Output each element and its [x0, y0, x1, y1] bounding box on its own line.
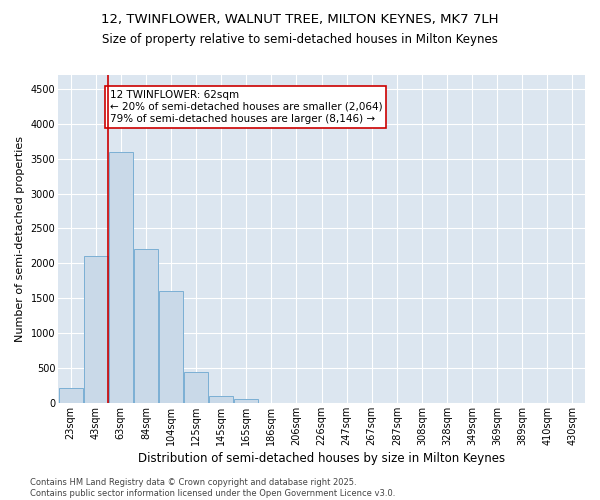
- Y-axis label: Number of semi-detached properties: Number of semi-detached properties: [15, 136, 25, 342]
- Text: Contains HM Land Registry data © Crown copyright and database right 2025.
Contai: Contains HM Land Registry data © Crown c…: [30, 478, 395, 498]
- Bar: [235, 399, 258, 403]
- Text: Size of property relative to semi-detached houses in Milton Keynes: Size of property relative to semi-detach…: [102, 32, 498, 46]
- Bar: [109, 152, 133, 403]
- Text: 12 TWINFLOWER: 62sqm
← 20% of semi-detached houses are smaller (2,064)
79% of se: 12 TWINFLOWER: 62sqm ← 20% of semi-detac…: [110, 90, 382, 124]
- Bar: [184, 372, 208, 403]
- Bar: [84, 256, 107, 403]
- X-axis label: Distribution of semi-detached houses by size in Milton Keynes: Distribution of semi-detached houses by …: [138, 452, 505, 465]
- Text: 12, TWINFLOWER, WALNUT TREE, MILTON KEYNES, MK7 7LH: 12, TWINFLOWER, WALNUT TREE, MILTON KEYN…: [101, 12, 499, 26]
- Bar: [209, 396, 233, 403]
- Bar: [159, 292, 183, 403]
- Bar: [134, 250, 158, 403]
- Bar: [59, 388, 83, 403]
